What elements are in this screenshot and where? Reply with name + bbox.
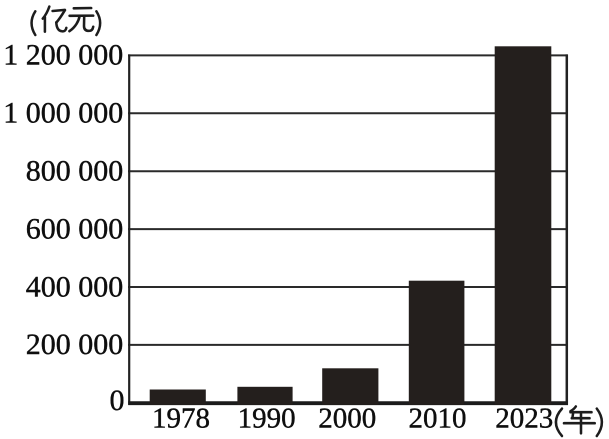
svg-text:600 000: 600 000 <box>26 212 124 245</box>
svg-text:1990: 1990 <box>238 403 296 435</box>
svg-text:0: 0 <box>110 384 125 417</box>
svg-text:2023: 2023 <box>495 403 553 435</box>
svg-text:200 000: 200 000 <box>26 328 124 361</box>
svg-text:800 000: 800 000 <box>26 155 124 188</box>
svg-text:1978: 1978 <box>152 403 210 435</box>
svg-text:2010: 2010 <box>409 403 467 435</box>
svg-text:400 000: 400 000 <box>26 270 124 303</box>
svg-text:1 000 000: 1 000 000 <box>3 97 123 130</box>
svg-text:1 200 000: 1 200 000 <box>3 39 123 72</box>
svg-text:2000: 2000 <box>318 403 376 435</box>
